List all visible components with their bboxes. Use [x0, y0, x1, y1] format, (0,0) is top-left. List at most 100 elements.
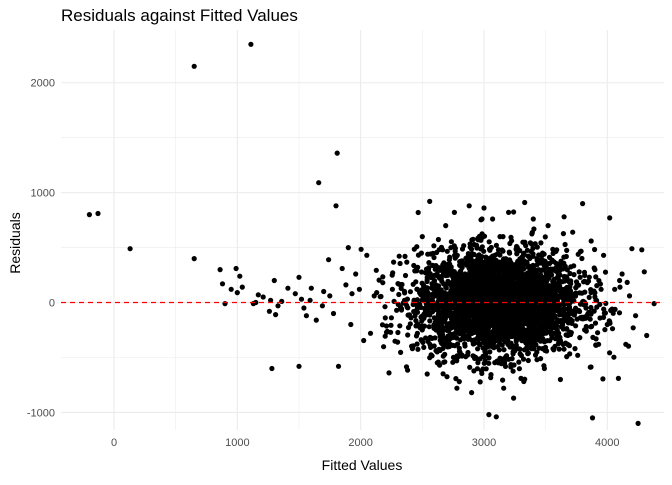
- data-point: [435, 359, 441, 365]
- data-point: [449, 304, 455, 310]
- data-point: [435, 314, 441, 320]
- data-point: [228, 286, 234, 292]
- y-axis-ticks: -1000 0 1000 2000: [27, 78, 55, 420]
- data-point: [234, 290, 240, 296]
- data-point: [525, 253, 531, 259]
- data-point: [593, 342, 599, 348]
- data-point: [493, 266, 500, 272]
- data-point: [462, 343, 468, 349]
- data-point: [600, 314, 607, 320]
- data-point: [591, 265, 597, 271]
- data-point: [459, 246, 466, 252]
- data-point: [421, 305, 428, 312]
- data-point: [348, 321, 354, 328]
- data-point: [430, 291, 436, 297]
- data-point: [635, 420, 641, 426]
- data-point: [411, 262, 417, 269]
- data-point: [494, 358, 500, 364]
- data-point: [539, 316, 546, 322]
- data-point: [480, 353, 486, 359]
- data-point: [413, 323, 419, 329]
- data-point: [462, 280, 468, 287]
- data-point: [456, 288, 462, 294]
- data-point: [617, 277, 623, 284]
- data-point: [440, 308, 446, 314]
- data-point: [576, 290, 583, 296]
- data-point: [469, 390, 475, 396]
- data-point: [544, 302, 550, 308]
- data-point: [441, 359, 447, 365]
- data-point: [521, 320, 527, 326]
- x-tick-label: 3000: [472, 437, 496, 449]
- data-point: [525, 313, 531, 319]
- data-point: [349, 291, 355, 297]
- data-point: [534, 349, 540, 355]
- data-point: [475, 235, 481, 241]
- data-point: [525, 351, 531, 357]
- data-point: [388, 315, 394, 321]
- data-point: [465, 349, 471, 356]
- data-point: [497, 307, 503, 313]
- data-point: [529, 346, 535, 352]
- data-point: [388, 322, 394, 328]
- data-point: [382, 304, 388, 310]
- data-point: [567, 351, 573, 357]
- data-point: [431, 243, 437, 249]
- data-point: [562, 275, 568, 282]
- data-point: [572, 308, 578, 314]
- data-point: [493, 242, 499, 248]
- data-point: [476, 262, 483, 268]
- data-point: [296, 363, 302, 369]
- data-point: [479, 216, 485, 222]
- data-point: [383, 329, 390, 335]
- data-point: [519, 335, 525, 341]
- data-point: [415, 252, 422, 258]
- data-point: [495, 285, 501, 291]
- x-tick-label: 0: [111, 437, 117, 449]
- data-point: [477, 379, 483, 385]
- data-point: [619, 271, 625, 277]
- data-point: [451, 209, 457, 215]
- data-point: [541, 262, 547, 268]
- data-point: [493, 414, 499, 420]
- data-points: [86, 41, 657, 426]
- data-point: [461, 336, 467, 342]
- data-point: [316, 180, 322, 186]
- data-point: [394, 307, 400, 313]
- data-point: [443, 223, 449, 229]
- data-point: [485, 335, 492, 341]
- data-point: [511, 346, 517, 352]
- data-point: [440, 353, 446, 359]
- data-point: [593, 274, 599, 280]
- data-point: [430, 250, 436, 256]
- data-point: [442, 319, 448, 325]
- data-point: [470, 297, 476, 303]
- data-point: [487, 247, 493, 253]
- data-point: [95, 210, 101, 217]
- data-point: [506, 258, 512, 264]
- data-point: [488, 375, 494, 381]
- data-point: [582, 327, 588, 333]
- data-point: [490, 308, 496, 314]
- data-point: [499, 282, 505, 288]
- data-point: [364, 252, 370, 258]
- data-point: [500, 315, 506, 321]
- data-point: [301, 305, 307, 311]
- data-point: [513, 338, 519, 344]
- data-point: [397, 260, 403, 267]
- data-point: [381, 344, 387, 350]
- data-point: [435, 236, 441, 243]
- data-point: [339, 265, 345, 272]
- data-point: [428, 303, 434, 309]
- data-point: [450, 342, 456, 348]
- data-point: [396, 253, 402, 259]
- data-point: [448, 239, 454, 245]
- data-point: [538, 240, 544, 246]
- data-point: [450, 282, 456, 288]
- data-point: [380, 274, 386, 280]
- data-point: [465, 320, 471, 326]
- data-point: [471, 241, 477, 248]
- data-point: [616, 310, 623, 316]
- data-point: [561, 346, 567, 352]
- data-point: [326, 257, 332, 263]
